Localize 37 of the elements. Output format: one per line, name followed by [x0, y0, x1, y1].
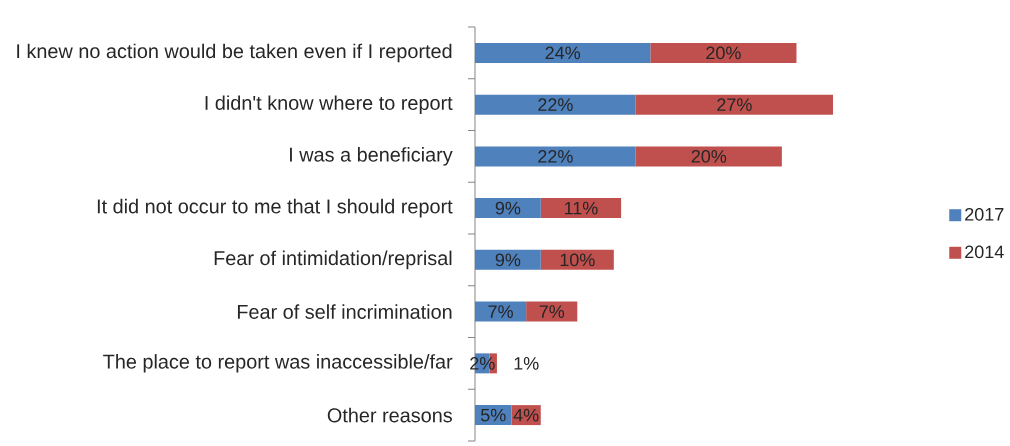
- y-tick-label: It did not occur to me that I should report: [97, 198, 453, 218]
- data-label: 1%: [514, 357, 539, 370]
- bar: [650, 42, 797, 63]
- data-label: 27%: [717, 98, 752, 111]
- bar: [635, 94, 833, 115]
- bar: [475, 94, 636, 115]
- data-label: 7%: [539, 305, 565, 318]
- bar: [475, 198, 541, 219]
- bar: [635, 146, 782, 167]
- bar: [540, 198, 622, 219]
- data-label: 9%: [495, 201, 521, 215]
- bar: [526, 301, 578, 322]
- bar: [475, 249, 541, 270]
- bar: [475, 301, 527, 322]
- bar: [540, 249, 614, 270]
- y-tick-label: Fear of intimidation/reprisal: [214, 250, 452, 270]
- data-label: 9%: [495, 253, 521, 267]
- data-label: 10%: [560, 253, 595, 267]
- data-label: 4%: [513, 408, 539, 422]
- y-tick-label: Fear of self incrimination: [237, 304, 452, 319]
- data-label: 5%: [480, 408, 506, 422]
- data-label: 22%: [538, 150, 573, 163]
- y-tick-label: The place to report was inaccessible/far: [103, 354, 453, 373]
- bar: [475, 42, 651, 63]
- data-label: 20%: [706, 46, 741, 60]
- y-tick-label: I knew no action would be taken even if I reported: [17, 43, 452, 63]
- data-label: 24%: [545, 46, 581, 60]
- data-label: 22%: [538, 98, 573, 111]
- y-tick-label: Other reasons: [327, 407, 452, 423]
- data-label: 11%: [564, 201, 598, 215]
- data-label: 20%: [691, 150, 727, 163]
- y-tick-label: I was a beneficiary: [290, 147, 453, 166]
- data-label: 7%: [488, 305, 513, 318]
- y-tick-label: I didn't know where to report: [205, 95, 453, 114]
- bar: [475, 146, 636, 167]
- legend-label: 2017: [965, 207, 1004, 221]
- legend-label: 2014: [965, 245, 1004, 259]
